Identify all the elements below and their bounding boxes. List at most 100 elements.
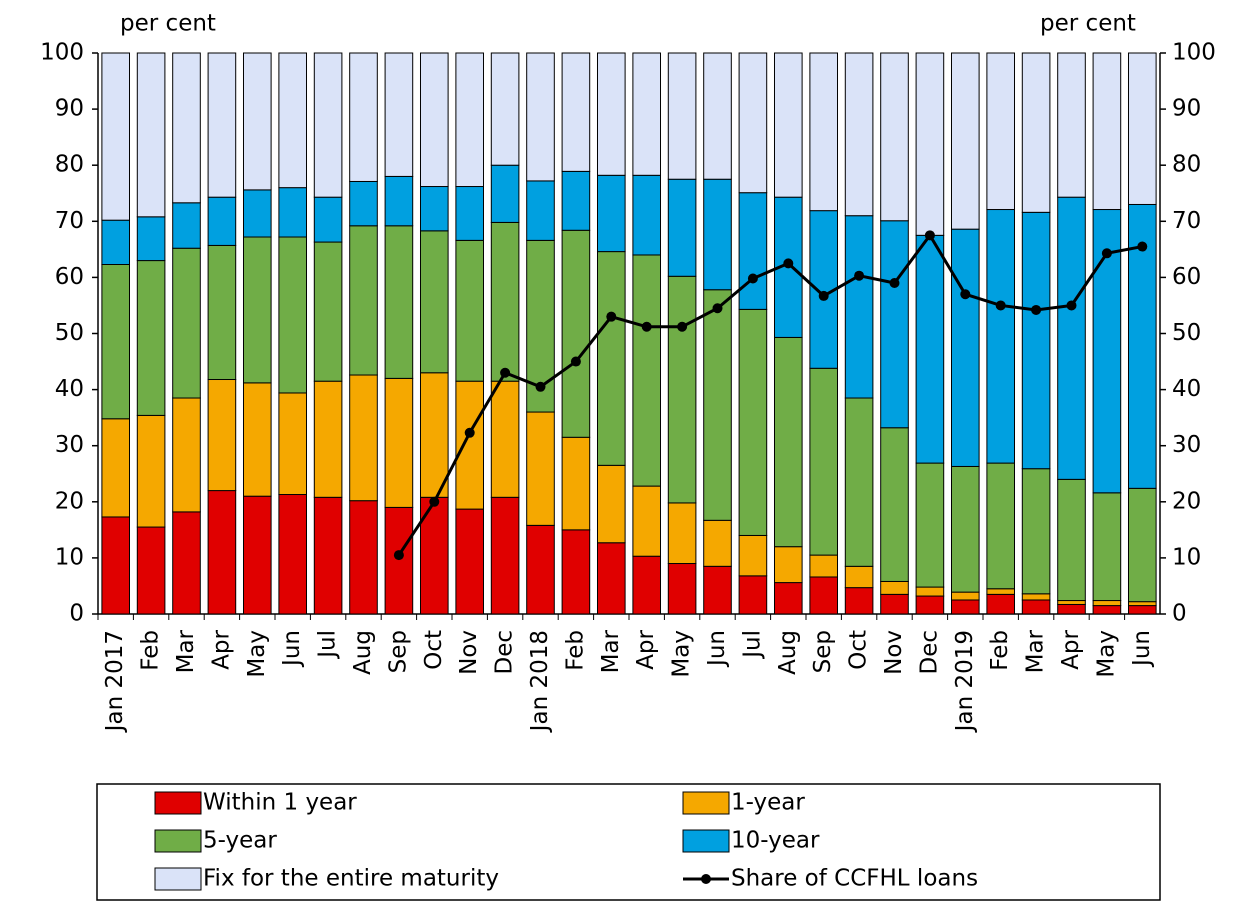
legend-box xyxy=(96,783,1161,901)
legend-label: 5-year xyxy=(203,828,277,854)
bar-segment xyxy=(915,52,945,236)
x-tick-label: Jul xyxy=(315,630,341,660)
bar-segment xyxy=(773,52,803,198)
bar-segment xyxy=(1057,52,1086,198)
bar-segment xyxy=(880,427,909,582)
bar-segment xyxy=(632,555,662,615)
bar-segment xyxy=(986,209,1016,464)
line-marker xyxy=(995,300,1006,311)
bar-segment xyxy=(349,52,378,182)
bar-segment xyxy=(349,180,378,227)
y-tick-label: 30 xyxy=(55,432,84,458)
bar-segment xyxy=(773,546,803,584)
bar-segment xyxy=(703,289,732,521)
bar-segment xyxy=(986,52,1016,211)
line-marker xyxy=(818,290,829,301)
x-tick-label: Aug xyxy=(350,630,376,675)
legend-label: Fix for the entire maturity xyxy=(203,866,499,892)
bar-segment xyxy=(950,52,980,230)
line-marker xyxy=(1066,300,1077,311)
bar-segment xyxy=(1021,52,1051,213)
x-tick-label: Jan 2017 xyxy=(102,630,128,733)
y-tick-label: 70 xyxy=(55,208,84,234)
x-tick-label: May xyxy=(1093,630,1119,678)
bar-segment xyxy=(561,529,591,615)
y-tick-label: 40 xyxy=(55,376,84,402)
x-tick-label: Jul xyxy=(739,630,765,660)
bar-segment xyxy=(1092,600,1122,607)
bar-segment xyxy=(561,170,591,231)
bar-segment xyxy=(490,164,520,223)
y-tick-label: 50 xyxy=(55,320,84,346)
line-marker xyxy=(960,289,971,300)
bar-segment xyxy=(986,588,1016,595)
bar-segment xyxy=(207,379,237,492)
x-tick-label: Jun xyxy=(704,630,730,668)
x-tick-label: May xyxy=(669,630,695,678)
bar-segment xyxy=(773,336,803,548)
y2-tick-label: 20 xyxy=(1172,488,1201,514)
x-tick-label: Dec xyxy=(916,630,942,675)
x-tick-label: Oct xyxy=(846,630,872,670)
bar-segment xyxy=(172,52,201,204)
line-marker xyxy=(606,311,617,322)
line-marker xyxy=(747,273,758,284)
x-tick-label: Feb xyxy=(562,630,588,671)
line-marker xyxy=(570,356,581,367)
bar-segment xyxy=(950,599,980,615)
bar-segment xyxy=(703,52,732,180)
y2-tick-label: 70 xyxy=(1172,208,1201,234)
bar-segment xyxy=(313,241,343,382)
x-tick-label: Mar xyxy=(173,629,199,673)
x-tick-label: Apr xyxy=(208,629,234,669)
bar-segment xyxy=(596,542,626,615)
bar-segment xyxy=(419,230,449,374)
y2-tick-label: 80 xyxy=(1172,152,1201,178)
bar-segment xyxy=(915,586,945,597)
x-tick-label: Jun xyxy=(1129,630,1155,668)
bar-segment xyxy=(455,380,485,510)
bar-segment xyxy=(101,418,131,518)
bar-segment xyxy=(950,228,980,467)
bar-segment xyxy=(844,397,874,567)
line-marker xyxy=(677,321,688,332)
bar-segment xyxy=(561,436,591,531)
bar-segment xyxy=(313,196,343,243)
x-tick-label: Aug xyxy=(775,630,801,675)
bar-segment xyxy=(561,52,591,172)
bar-segment xyxy=(242,382,272,497)
bar-segment xyxy=(1092,492,1122,602)
y2-tick-label: 100 xyxy=(1172,40,1216,66)
bar-segment xyxy=(809,554,839,578)
bar-segment xyxy=(632,174,662,256)
bar-segment xyxy=(880,220,909,429)
x-tick-label: Apr xyxy=(1058,629,1084,669)
bar-segment xyxy=(455,52,485,188)
bar-segment xyxy=(880,593,909,615)
bar-segment xyxy=(844,565,874,589)
bar-segment xyxy=(490,496,520,615)
bar-segment xyxy=(915,595,945,615)
bar-segment xyxy=(490,52,520,166)
bar-segment xyxy=(207,490,237,615)
line-marker xyxy=(429,496,440,507)
bar-segment xyxy=(1127,601,1157,607)
x-tick-label: Mar xyxy=(1023,629,1049,673)
bar-segment xyxy=(419,52,449,188)
bar-segment xyxy=(915,234,945,464)
bar-segment xyxy=(313,52,343,198)
bar-segment xyxy=(632,485,662,557)
bar-segment xyxy=(667,502,697,565)
bar-segment xyxy=(207,196,237,246)
bar-segment xyxy=(172,202,201,249)
bar-segment xyxy=(596,174,626,253)
bar-segment xyxy=(1092,605,1122,615)
bar-segment xyxy=(349,374,378,502)
bar-segment xyxy=(278,52,308,189)
bar-segment xyxy=(809,367,839,556)
bar-segment xyxy=(1057,196,1086,480)
bar-segment xyxy=(207,244,237,381)
y2-axis-label: per cent xyxy=(1040,11,1136,37)
bar-segment xyxy=(1021,593,1051,601)
